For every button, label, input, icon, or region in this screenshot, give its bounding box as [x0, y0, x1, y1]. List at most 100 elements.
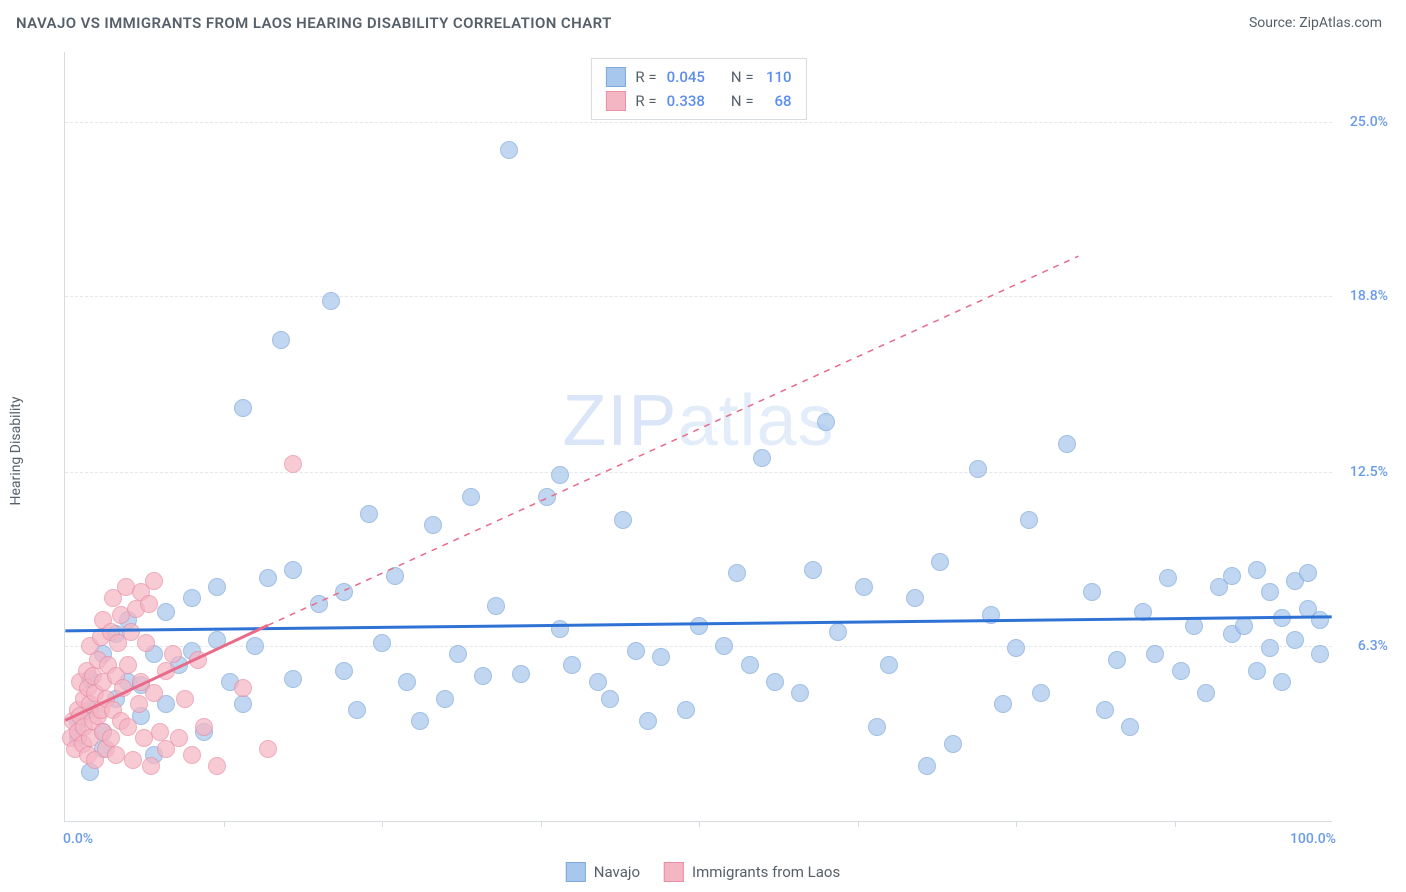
- data-point: [627, 642, 645, 660]
- data-point: [373, 634, 391, 652]
- data-point: [140, 595, 158, 613]
- data-point: [969, 460, 987, 478]
- chart-source: Source: ZipAtlas.com: [1249, 15, 1382, 31]
- data-point: [1223, 567, 1241, 585]
- data-point: [234, 679, 252, 697]
- data-point: [1121, 718, 1139, 736]
- watermark-light: atlas: [677, 381, 834, 461]
- data-point: [690, 617, 708, 635]
- data-point: [1286, 631, 1304, 649]
- x-tick: [541, 821, 542, 827]
- data-point: [563, 656, 581, 674]
- data-point: [601, 690, 619, 708]
- data-point: [728, 564, 746, 582]
- data-point: [142, 757, 160, 775]
- data-point: [766, 673, 784, 691]
- data-point: [157, 603, 175, 621]
- y-tick-label: 25.0%: [1350, 114, 1388, 130]
- data-point: [1159, 569, 1177, 587]
- data-point: [259, 740, 277, 758]
- gridline: [65, 296, 1332, 297]
- data-point: [1273, 673, 1291, 691]
- data-point: [119, 656, 137, 674]
- legend-item: Immigrants from Laos: [664, 862, 840, 882]
- data-point: [741, 656, 759, 674]
- data-point: [1197, 684, 1215, 702]
- data-point: [639, 712, 657, 730]
- data-point: [335, 583, 353, 601]
- legend-stats: R =0.045N =110R =0.338N =68: [590, 58, 806, 120]
- legend-stat-row: R =0.045N =110: [605, 65, 791, 89]
- data-point: [1083, 583, 1101, 601]
- data-point: [1311, 611, 1329, 629]
- data-point: [234, 695, 252, 713]
- data-point: [145, 572, 163, 590]
- data-point: [715, 637, 733, 655]
- data-point: [411, 712, 429, 730]
- data-point: [284, 455, 302, 473]
- source-prefix: Source:: [1249, 15, 1299, 31]
- data-point: [868, 718, 886, 736]
- gridline: [65, 122, 1332, 123]
- data-point: [994, 695, 1012, 713]
- data-point: [208, 631, 226, 649]
- x-axis-max-label: 100.0%: [1290, 831, 1336, 847]
- data-point: [189, 651, 207, 669]
- data-point: [791, 684, 809, 702]
- chart-header: NAVAJO VS IMMIGRANTS FROM LAOS HEARING D…: [0, 0, 1406, 36]
- data-point: [918, 757, 936, 775]
- data-point: [436, 690, 454, 708]
- x-tick: [858, 821, 859, 827]
- data-point: [677, 701, 695, 719]
- data-point: [817, 413, 835, 431]
- x-tick: [699, 821, 700, 827]
- trend-lines: [65, 52, 1332, 821]
- data-point: [1248, 561, 1266, 579]
- y-tick-label: 12.5%: [1350, 464, 1388, 480]
- legend-stat-row: R =0.338N =68: [605, 89, 791, 113]
- data-point: [589, 673, 607, 691]
- data-point: [1273, 609, 1291, 627]
- data-point: [170, 729, 188, 747]
- data-point: [462, 488, 480, 506]
- data-point: [1248, 662, 1266, 680]
- y-tick-label: 18.8%: [1350, 288, 1388, 304]
- data-point: [284, 561, 302, 579]
- data-point: [931, 553, 949, 571]
- x-tick: [382, 821, 383, 827]
- data-point: [130, 695, 148, 713]
- data-point: [145, 684, 163, 702]
- legend-series: Navajo Immigrants from Laos: [566, 862, 840, 882]
- data-point: [1032, 684, 1050, 702]
- data-point: [474, 667, 492, 685]
- data-point: [753, 449, 771, 467]
- data-point: [398, 673, 416, 691]
- watermark-bold: ZIP: [562, 381, 677, 461]
- data-point: [157, 662, 175, 680]
- chart-area: Hearing Disability ZIPatlas R =0.045N =1…: [46, 52, 1388, 850]
- n-label: N =: [731, 68, 754, 86]
- data-point: [246, 637, 264, 655]
- data-point: [360, 505, 378, 523]
- data-point: [135, 729, 153, 747]
- n-label: N =: [731, 92, 754, 110]
- data-point: [449, 645, 467, 663]
- data-point: [151, 723, 169, 741]
- legend-item: Navajo: [566, 862, 640, 882]
- data-point: [1108, 651, 1126, 669]
- x-tick: [1175, 821, 1176, 827]
- watermark: ZIPatlas: [562, 380, 834, 462]
- data-point: [1261, 583, 1279, 601]
- data-point: [1311, 645, 1329, 663]
- data-point: [124, 751, 142, 769]
- r-value: 0.338: [667, 92, 705, 110]
- data-point: [164, 645, 182, 663]
- x-tick: [224, 821, 225, 827]
- data-point: [1185, 617, 1203, 635]
- source-link[interactable]: ZipAtlas.com: [1299, 15, 1382, 31]
- data-point: [1058, 435, 1076, 453]
- data-point: [652, 648, 670, 666]
- data-point: [551, 620, 569, 638]
- legend-swatch: [664, 862, 684, 882]
- n-value: 68: [764, 92, 792, 110]
